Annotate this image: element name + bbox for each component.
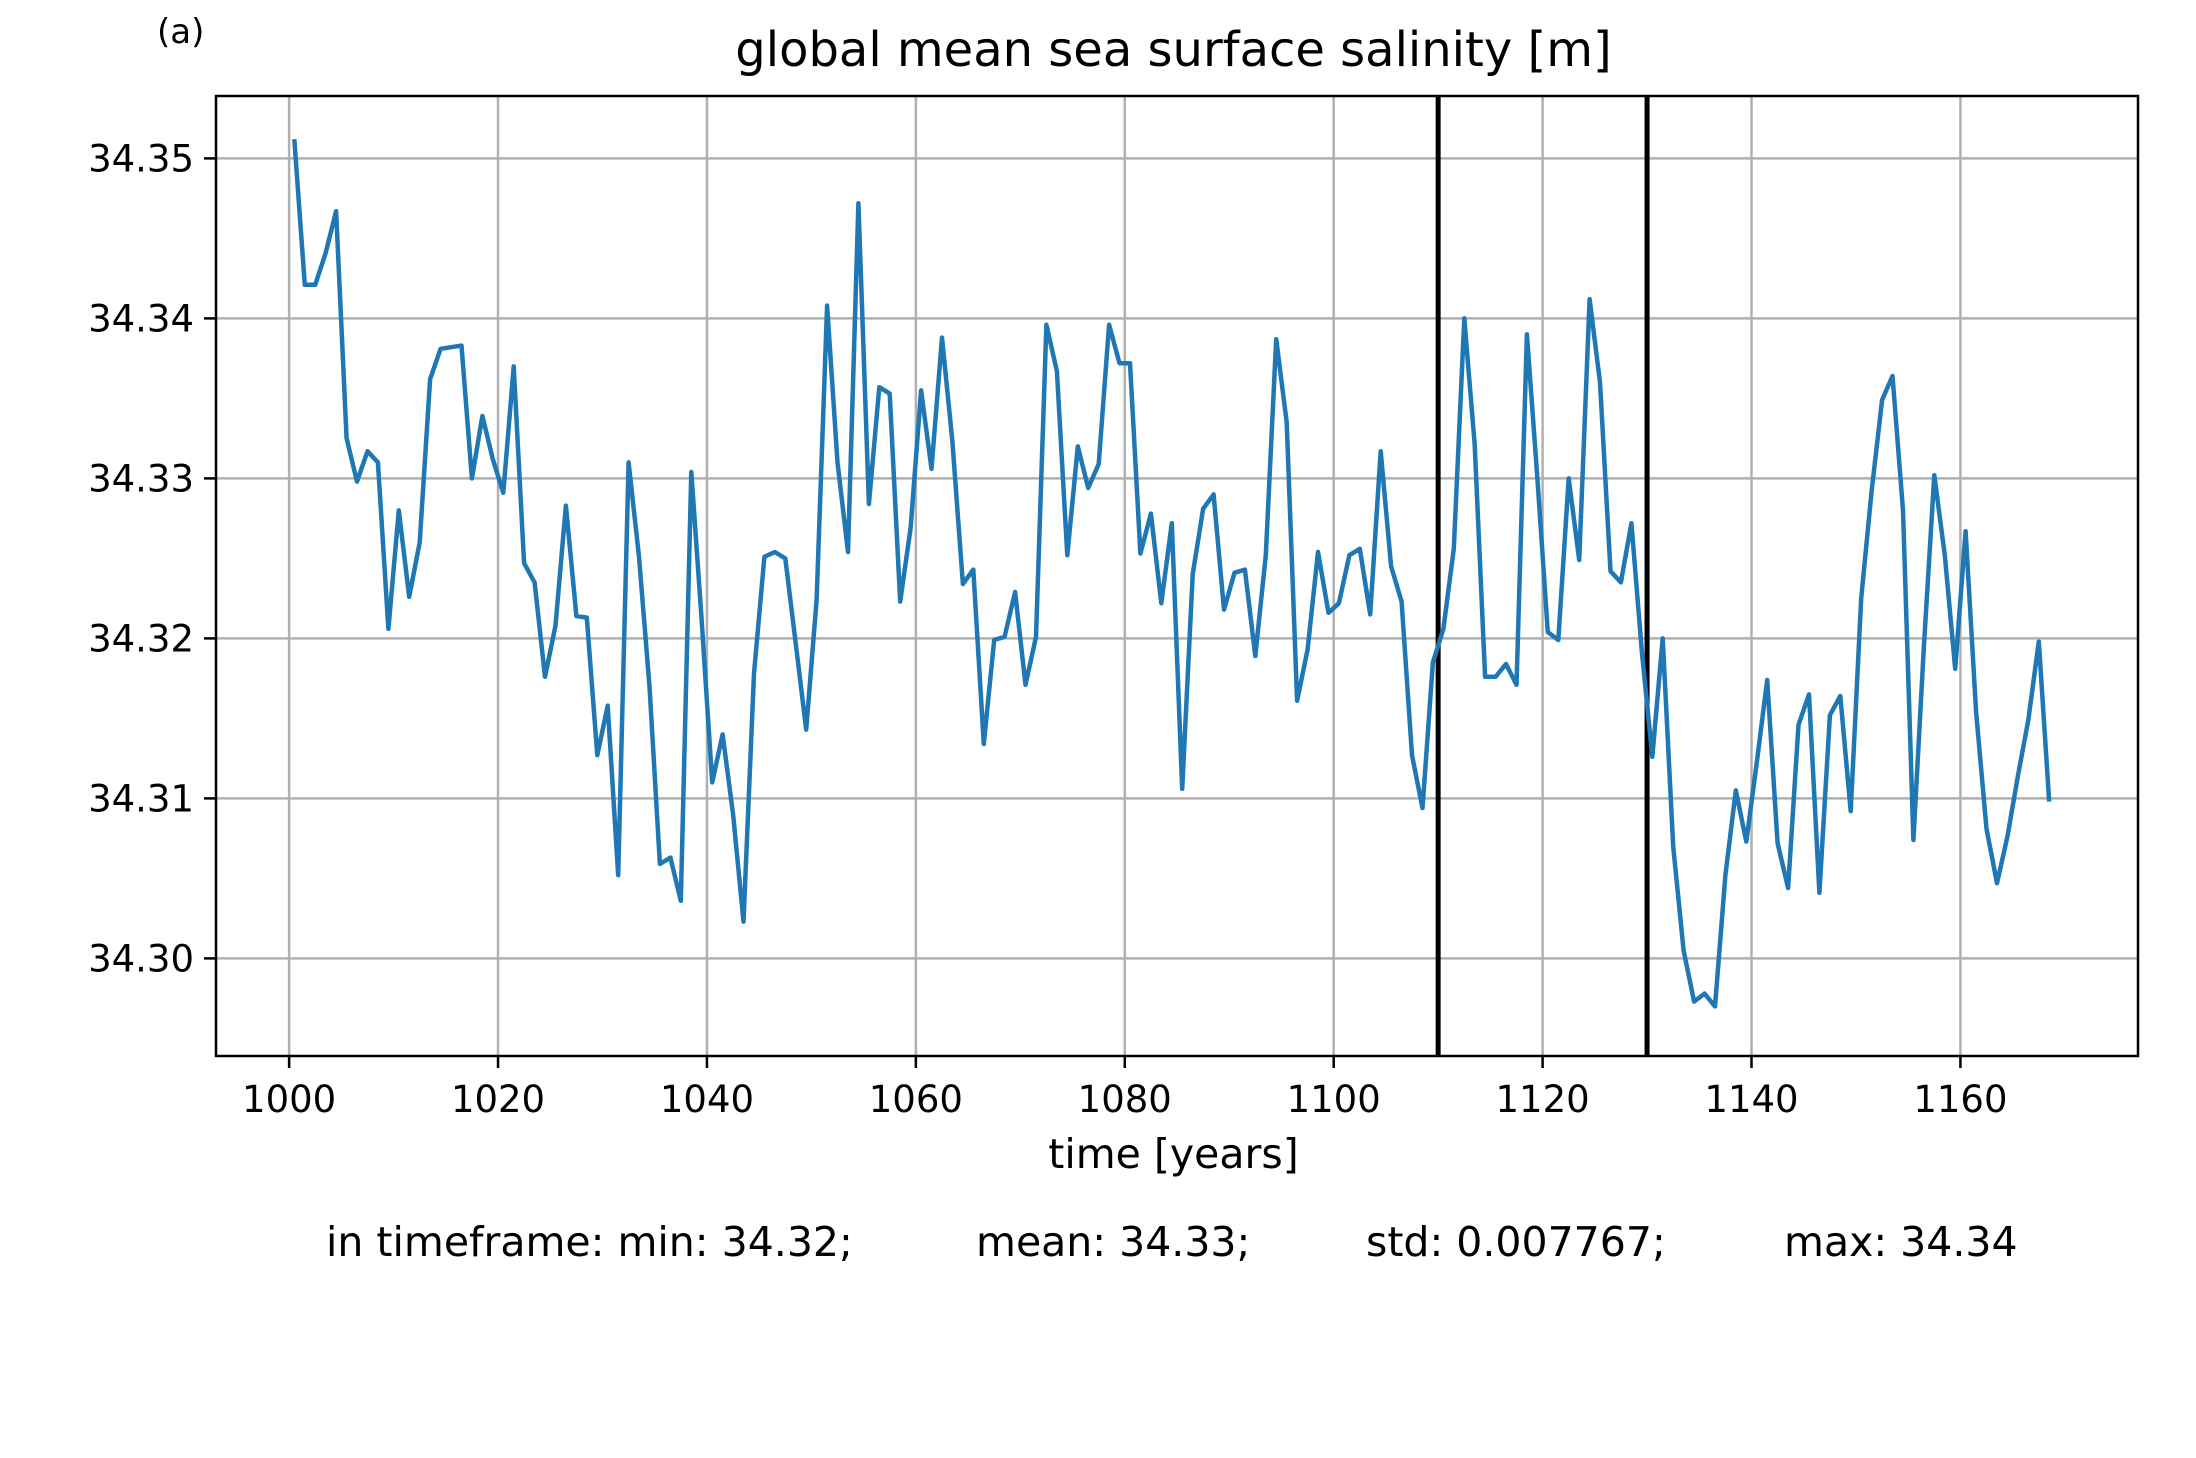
stats-std: std: 0.007767; — [1366, 1218, 1666, 1266]
x-axis-label: time [years] — [0, 1130, 2196, 1178]
y-axis: 34.30 34.31 34.32 34.33 34.34 34.35 — [88, 137, 216, 980]
y-tick-label: 34.34 — [88, 297, 194, 340]
stats-mean: mean: 34.33; — [976, 1218, 1250, 1266]
y-tick-label: 34.30 — [88, 937, 194, 980]
y-tick-label: 34.31 — [88, 777, 194, 820]
plot-frame — [216, 96, 2138, 1056]
stats-min: in timeframe: min: 34.32; — [326, 1218, 853, 1266]
stats-max: max: 34.34 — [1784, 1218, 2018, 1266]
x-tick-label: 1060 — [869, 1078, 963, 1121]
stats-row: in timeframe: min: 34.32; mean: 34.33; s… — [326, 1218, 352, 1458]
salinity-series-line — [294, 139, 2049, 1006]
grid-lines — [216, 96, 2138, 1056]
x-tick-label: 1020 — [451, 1078, 545, 1121]
x-tick-label: 1040 — [660, 1078, 754, 1121]
line-chart: 1000 1020 1040 1060 1080 1100 1120 1140 1160 34.… — [0, 0, 2196, 1263]
x-tick-label: 1160 — [1913, 1078, 2007, 1121]
x-tick-label: 1140 — [1704, 1078, 1798, 1121]
y-tick-label: 34.33 — [88, 457, 194, 500]
y-tick-label: 34.32 — [88, 617, 194, 660]
x-tick-label: 1100 — [1287, 1078, 1381, 1121]
x-tick-label: 1120 — [1496, 1078, 1590, 1121]
y-tick-label: 34.35 — [88, 137, 194, 180]
x-tick-label: 1080 — [1078, 1078, 1172, 1121]
x-axis: 1000 1020 1040 1060 1080 1100 1120 1140 1160 — [242, 1056, 2007, 1121]
x-tick-label: 1000 — [242, 1078, 336, 1121]
